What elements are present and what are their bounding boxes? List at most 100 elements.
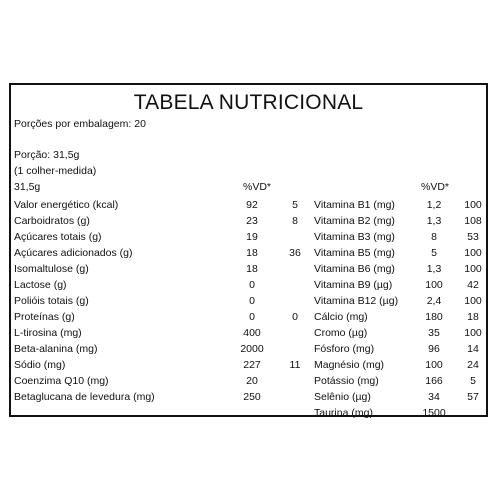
nutrient-row-right: Fósforo (mg) 96 14 <box>11 341 486 357</box>
nutrient-quantity: 2000 <box>240 343 264 355</box>
nutrient-name: Carboidratos (g) <box>14 215 90 227</box>
nutrient-daily-value: 24 <box>467 359 479 371</box>
nutrient-daily-value: 100 <box>464 295 482 307</box>
nutrient-row-left: Beta-alanina (mg) 2000 <box>11 341 486 357</box>
nutrient-name: Vitamina B1 (mg) <box>314 199 395 211</box>
nutrient-name: Lactose (g) <box>14 279 67 291</box>
nutrient-name: Coenzima Q10 (mg) <box>14 375 109 387</box>
nutrient-name: Proteínas (g) <box>14 311 75 323</box>
nutrient-name: Magnésio (mg) <box>314 359 385 371</box>
column-header-vd-right: %VD* <box>421 181 450 193</box>
nutrient-row-left: Sódio (mg) 227 11 <box>11 357 486 373</box>
nutrient-row-left: Açúcares totais (g) 19 <box>11 229 486 245</box>
nutrient-quantity: 23 <box>246 215 258 227</box>
nutrient-daily-value: 42 <box>467 279 479 291</box>
nutrient-quantity: 35 <box>428 327 440 339</box>
nutrient-quantity: 5 <box>431 247 437 259</box>
nutrient-row-left: Carboidratos (g) 23 8 <box>11 213 486 229</box>
nutrient-name: Cálcio (mg) <box>314 311 368 323</box>
label-title: TABELA NUTRICIONAL <box>133 91 364 114</box>
nutrient-daily-value: 108 <box>464 215 482 227</box>
nutrient-quantity: 0 <box>249 295 255 307</box>
column-header-vd: %VD* <box>243 181 272 193</box>
nutrient-daily-value: 11 <box>289 359 301 371</box>
nutrient-name: Polióis totais (g) <box>14 295 89 307</box>
nutrient-name: Valor energético (kcal) <box>14 199 119 211</box>
nutrient-row-left: Polióis totais (g) 0 <box>11 293 486 309</box>
nutrient-daily-value: 5 <box>470 375 476 387</box>
nutrient-daily-value: 0 <box>292 311 298 323</box>
nutrient-name: Vitamina B12 (µg) <box>314 295 399 307</box>
nutrient-quantity: 400 <box>243 327 261 339</box>
nutrient-row-left: Açúcares adicionados (g) 18 36 <box>11 245 486 261</box>
nutrient-daily-value: 14 <box>467 343 479 355</box>
nutrient-name: Vitamina B9 (µg) <box>314 279 393 291</box>
nutrient-row-right: Vitamina B3 (mg) 8 53 <box>11 229 486 245</box>
nutrient-name: Taurina (mg) <box>314 407 373 419</box>
nutrient-quantity: 166 <box>425 375 443 387</box>
nutrient-quantity: 1,3 <box>426 263 442 275</box>
nutrient-quantity: 2,4 <box>426 295 442 307</box>
nutrient-quantity: 34 <box>428 391 440 403</box>
nutrient-quantity: 1,3 <box>426 215 442 227</box>
nutrient-quantity: 20 <box>246 375 258 387</box>
nutrient-name: Betaglucana de levedura (mg) <box>14 391 155 403</box>
nutrient-name: Beta-alanina (mg) <box>14 343 98 355</box>
nutrient-name: Selênio (µg) <box>314 391 371 403</box>
column-header-qty: 31,5g <box>14 181 41 193</box>
nutrient-quantity: 100 <box>425 279 443 291</box>
nutrient-name: Vitamina B2 (mg) <box>314 215 395 227</box>
nutrient-quantity: 0 <box>249 311 255 323</box>
nutrient-row-left: Lactose (g) 0 <box>11 277 486 293</box>
nutrient-name: L-tirosina (mg) <box>14 327 82 339</box>
portion-size: Porção: 31,5g <box>14 149 80 161</box>
nutrient-row-left: Betaglucana de levedura (mg) 250 <box>11 389 486 405</box>
nutrient-row-right: Cálcio (mg) 180 18 <box>11 309 486 325</box>
nutrition-label: TABELA NUTRICIONAL Porções por embalagem… <box>9 83 488 419</box>
nutrient-quantity: 19 <box>246 231 258 243</box>
nutrient-quantity: 100 <box>425 359 443 371</box>
nutrient-name: Vitamina B3 (mg) <box>314 231 395 243</box>
nutrient-daily-value: 36 <box>289 247 301 259</box>
nutrient-daily-value: 5 <box>292 199 298 211</box>
nutrient-row-right: Vitamina B5 (mg) 5 100 <box>11 245 486 261</box>
nutrient-quantity: 1,2 <box>426 199 442 211</box>
nutrient-name: Vitamina B5 (mg) <box>314 247 395 259</box>
nutrient-daily-value: 100 <box>464 263 482 275</box>
servings-per-package: Porções por embalagem: 20 <box>14 118 146 130</box>
nutrient-row-right: Vitamina B9 (µg) 100 42 <box>11 277 486 293</box>
nutrient-daily-value: 57 <box>467 391 479 403</box>
nutrient-daily-value: 53 <box>467 231 479 243</box>
nutrient-name: Açúcares adicionados (g) <box>14 247 133 259</box>
nutrient-daily-value: 18 <box>467 311 479 323</box>
nutrient-row-right: Vitamina B1 (mg) 1,2 100 <box>11 197 486 213</box>
nutrient-daily-value: 8 <box>292 215 298 227</box>
nutrient-row-right: Vitamina B6 (mg) 1,3 100 <box>11 261 486 277</box>
nutrient-daily-value: 100 <box>464 247 482 259</box>
nutrient-quantity: 180 <box>425 311 443 323</box>
nutrient-daily-value: 100 <box>464 327 482 339</box>
nutrient-quantity: 18 <box>246 247 258 259</box>
nutrient-quantity: 1500 <box>422 407 446 419</box>
nutrient-row-left: Isomaltulose (g) 18 <box>11 261 486 277</box>
nutrient-row-left: Valor energético (kcal) 92 5 <box>11 197 486 213</box>
nutrient-quantity: 250 <box>243 391 261 403</box>
nutrient-name: Fósforo (mg) <box>314 343 375 355</box>
nutrient-row-left: L-tirosina (mg) 400 <box>11 325 486 341</box>
nutrient-name: Açúcares totais (g) <box>14 231 102 243</box>
nutrient-name: Vitamina B6 (mg) <box>314 263 395 275</box>
nutrient-row-right: Potássio (mg) 166 5 <box>11 373 486 389</box>
nutrient-quantity: 227 <box>243 359 261 371</box>
nutrient-quantity: 96 <box>428 343 440 355</box>
nutrient-quantity: 0 <box>249 279 255 291</box>
nutrient-row-right: Magnésio (mg) 100 24 <box>11 357 486 373</box>
nutrient-name: Potássio (mg) <box>314 375 379 387</box>
portion-measure: (1 colher-medida) <box>14 165 97 177</box>
nutrient-row-right: Taurina (mg) 1500 <box>11 405 486 421</box>
nutrient-row-right: Vitamina B2 (mg) 1,3 108 <box>11 213 486 229</box>
nutrient-quantity: 92 <box>246 199 258 211</box>
nutrient-row-left: Coenzima Q10 (mg) 20 <box>11 373 486 389</box>
nutrient-row-right: Vitamina B12 (µg) 2,4 100 <box>11 293 486 309</box>
nutrient-daily-value: 100 <box>464 199 482 211</box>
nutrient-name: Isomaltulose (g) <box>14 263 89 275</box>
